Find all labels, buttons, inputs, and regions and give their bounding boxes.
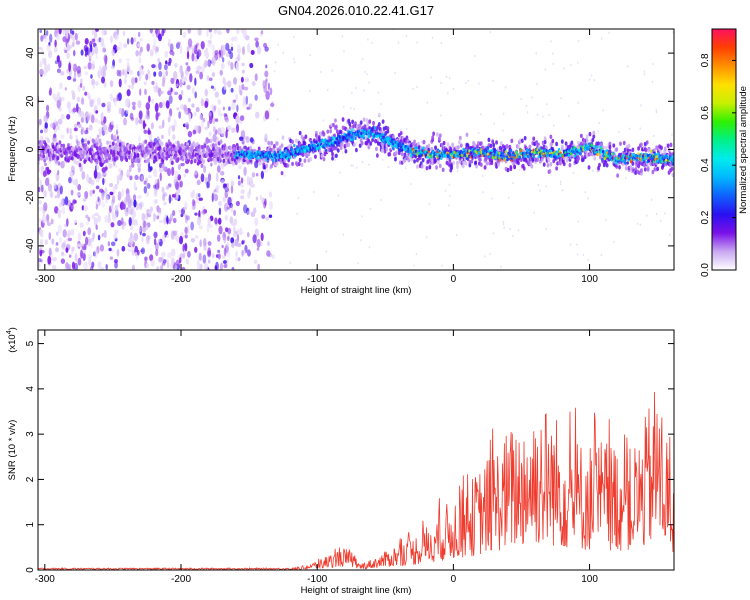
- colorbar-tick-label: 0.6: [700, 105, 711, 119]
- snr-y-tick-label: 1: [25, 521, 36, 527]
- colorbar-ticks: 0.0 0.2 0.4 0.6 0.8: [700, 53, 736, 277]
- snr-y-exponent: (x104): [6, 327, 18, 353]
- spectrogram-y-tick-label: 0: [25, 146, 36, 152]
- spectrogram-image: [38, 29, 674, 270]
- colorbar-tick-label: 0.2: [700, 210, 711, 224]
- snr-y-tick-label: 2: [25, 476, 36, 482]
- snr-x-tick-label: -100: [307, 574, 327, 585]
- colorbar-tick-label: 0.0: [700, 263, 711, 277]
- snr-y-tick-label: 5: [25, 340, 36, 346]
- snr-frame: [37, 329, 675, 571]
- colorbar-frame: [711, 28, 737, 271]
- snr-axes-ticks: -300 -200 -100 0 100 0 1 2 3 4 5: [25, 330, 674, 585]
- snr-x-tick-label: 0: [451, 574, 457, 585]
- spectrogram-x-tick-label: 0: [451, 274, 457, 285]
- snr-y-tick-label: 0: [25, 567, 36, 573]
- colorbar-tick-label: 0.8: [700, 53, 711, 67]
- snr-panel: -300 -200 -100 0 100 0 1 2 3 4 5 Height of straigh…: [6, 327, 675, 596]
- spectrogram-x-tick-label: -200: [171, 274, 191, 285]
- colorbar-tick-label: 0.4: [700, 158, 711, 172]
- snr-y-axis-label: SNR (10 * v/v): [7, 420, 18, 481]
- snr-x-tick-label: 100: [581, 574, 598, 585]
- colorbar: 0.0 0.2 0.4 0.6 0.8 Normalized spectral ampl…: [700, 28, 749, 277]
- snr-x-tick-label: -200: [171, 574, 191, 585]
- snr-y-tick-label: 4: [25, 386, 36, 392]
- figure-title: GN04.2026.010.22.41.G17: [278, 3, 434, 18]
- spectrogram-y-axis-label: Frequency (Hz): [7, 116, 18, 181]
- spectrogram-x-tick-label: -300: [35, 274, 55, 285]
- snr-x-axis-label: Height of straight line (km): [301, 585, 412, 596]
- colorbar-label: Normalized spectral amplitude: [738, 86, 749, 214]
- spectrogram-y-tick-label: -20: [25, 190, 36, 205]
- spectrogram-y-tick-label: 40: [25, 47, 36, 59]
- spectrogram-y-tick-label: -40: [25, 238, 36, 253]
- spectrogram-y-tick-label: 20: [25, 95, 36, 107]
- spectrogram-x-tick-label: 100: [581, 274, 598, 285]
- spectrogram-x-axis-label: Height of straight line (km): [301, 285, 412, 296]
- snr-y-tick-label: 3: [25, 431, 36, 437]
- snr-x-tick-label: -300: [35, 574, 55, 585]
- spectrogram-x-tick-label: -100: [307, 274, 327, 285]
- snr-series-line: [37, 391, 674, 571]
- colorbar-gradient: [712, 29, 736, 270]
